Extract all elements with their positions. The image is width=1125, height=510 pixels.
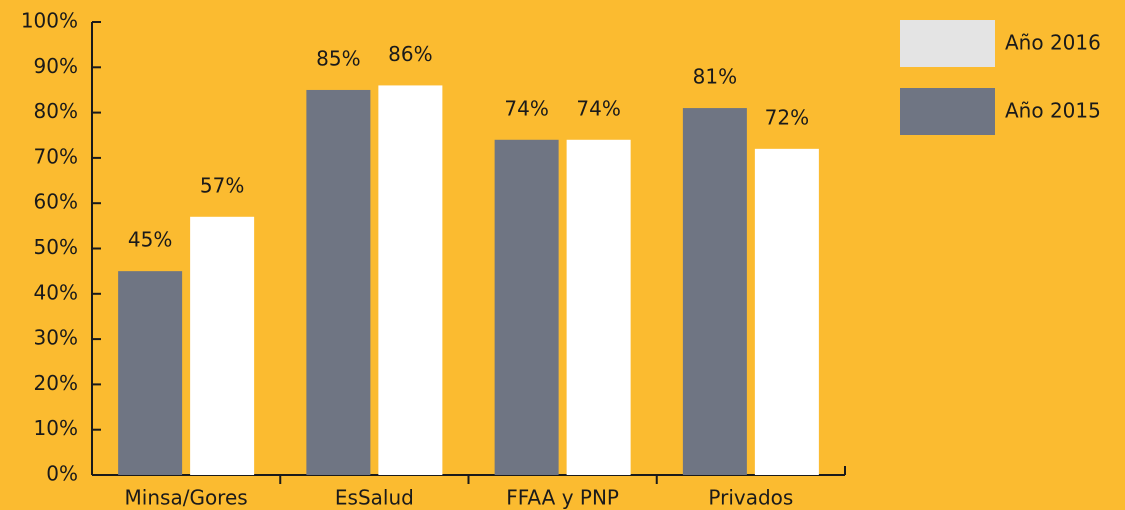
- y-tick-label: 60%: [34, 190, 78, 214]
- value-label: 72%: [765, 105, 809, 129]
- value-label: 57%: [200, 173, 244, 197]
- value-label: 85%: [316, 46, 360, 70]
- x-tick-label: Minsa/Gores: [125, 486, 248, 510]
- legend-swatch: [900, 88, 995, 135]
- value-label: 74%: [576, 96, 620, 120]
- y-tick-label: 20%: [34, 371, 78, 395]
- bar: [682, 108, 747, 475]
- bar: [754, 148, 819, 475]
- bar: [566, 139, 631, 475]
- y-tick-label: 70%: [34, 144, 78, 168]
- y-tick-label: 10%: [34, 416, 78, 440]
- y-tick-label: 50%: [34, 235, 78, 259]
- value-label: 81%: [693, 65, 737, 89]
- bar: [494, 139, 559, 475]
- y-tick-label: 100%: [21, 9, 78, 33]
- bar: [190, 216, 255, 476]
- bar: [118, 271, 183, 475]
- x-tick-label: Privados: [708, 486, 793, 510]
- y-tick-label: 80%: [34, 99, 78, 123]
- legend-swatch: [900, 20, 995, 67]
- y-tick-label: 0%: [46, 462, 78, 486]
- legend-label: Año 2015: [1005, 99, 1101, 123]
- y-tick-label: 30%: [34, 326, 78, 350]
- value-label: 74%: [504, 96, 548, 120]
- x-tick-label: FFAA y PNP: [506, 486, 619, 510]
- x-tick-label: EsSalud: [335, 486, 414, 510]
- bar: [306, 89, 371, 475]
- y-tick-label: 40%: [34, 280, 78, 304]
- value-label: 86%: [388, 42, 432, 66]
- bar: [378, 85, 443, 476]
- value-label: 45%: [128, 228, 172, 252]
- y-tick-label: 90%: [34, 54, 78, 78]
- legend-label: Año 2016: [1005, 31, 1101, 55]
